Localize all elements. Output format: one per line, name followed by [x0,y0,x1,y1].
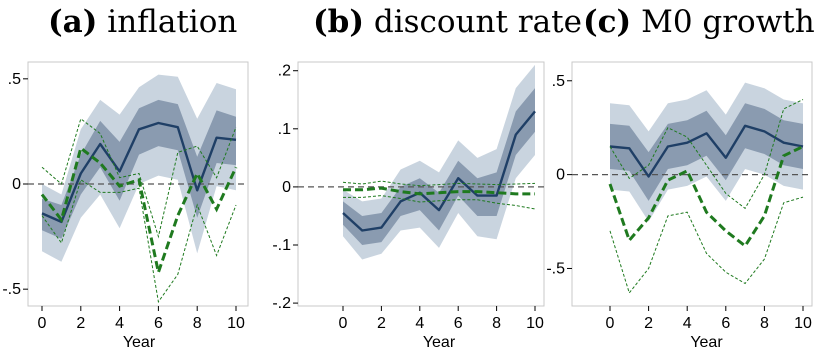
panel-name: inflation [107,4,238,40]
y-tick-label: .5 [552,73,565,90]
x-tick-label: 4 [115,315,124,332]
y-tick-label: -.1 [272,237,291,254]
y-tick-label: 0 [556,167,565,184]
x-tick-label: 8 [193,315,202,332]
plot-frame [297,61,545,307]
x-tick-label: 6 [454,315,463,332]
x-tick-label: 6 [154,315,163,332]
confidence-band-inner [343,88,535,245]
x-tick-label: 4 [683,315,692,332]
x-axis-title: Year [423,334,456,351]
y-tick-label: 0 [282,179,291,196]
panel-title-b: (b) discount rate [313,4,582,40]
chart-panel-a: .5 0 -.5 0 2 4 6 8 10 Year [2,61,249,351]
mean-response-line [609,124,804,178]
green-mean-line [343,186,535,196]
x-tick-label: 4 [415,315,424,332]
green-upper-bound-line [41,117,237,239]
x-tick-label: 0 [606,315,615,332]
x-tick-label: 8 [760,315,769,332]
panel-title-a: (a) inflation [48,4,237,40]
y-tick-label: .5 [8,71,21,88]
green-lower-bound-line [41,179,237,304]
panel-letter: (a) [48,4,98,40]
green-lower-bound-line [609,196,804,294]
panel-name: M0 growth [641,4,815,40]
y-tick-label: .2 [278,63,291,80]
green-mean-line [608,145,804,249]
x-axis-title: Year [123,334,156,351]
panel-letter: (b) [313,4,365,40]
mean-response-line [41,121,237,224]
y-tick-label: .1 [278,121,291,138]
x-tick-label: 6 [721,315,730,332]
green-upper-bound-line [342,180,536,187]
green-mean-line [40,145,238,278]
green-upper-bound-line [609,99,804,210]
chart-panel-b: .2 .1 0 -.1 -.2 0 2 4 6 8 10 Year [272,61,545,351]
y-tick-label: -.5 [546,260,565,277]
confidence-band-outer [42,74,236,262]
y-tick-label: 0 [12,176,21,193]
panel-title-c: (c) M0 growth [583,4,815,40]
x-tick-label: 2 [377,315,386,332]
x-tick-label: 0 [38,315,47,332]
plot-frame [571,61,813,307]
x-tick-label: 8 [492,315,501,332]
panel-name: discount rate [373,4,582,40]
y-tick-label: -.2 [272,295,291,312]
panel-letter: (c) [583,4,632,40]
x-tick-label: 0 [339,315,348,332]
mean-response-line [342,110,536,232]
chart-panel-c: .5 0 -.5 0 2 4 6 8 10 Year [546,61,813,351]
x-tick-label: 10 [227,315,245,332]
x-tick-label: 10 [526,315,544,332]
y-tick-label: -.5 [2,281,21,298]
x-tick-label: 2 [644,315,653,332]
x-tick-label: 10 [794,315,812,332]
x-tick-label: 2 [76,315,85,332]
x-axis-title: Year [690,334,723,351]
green-lower-bound-line [343,195,536,210]
confidence-band-inner [42,99,236,239]
